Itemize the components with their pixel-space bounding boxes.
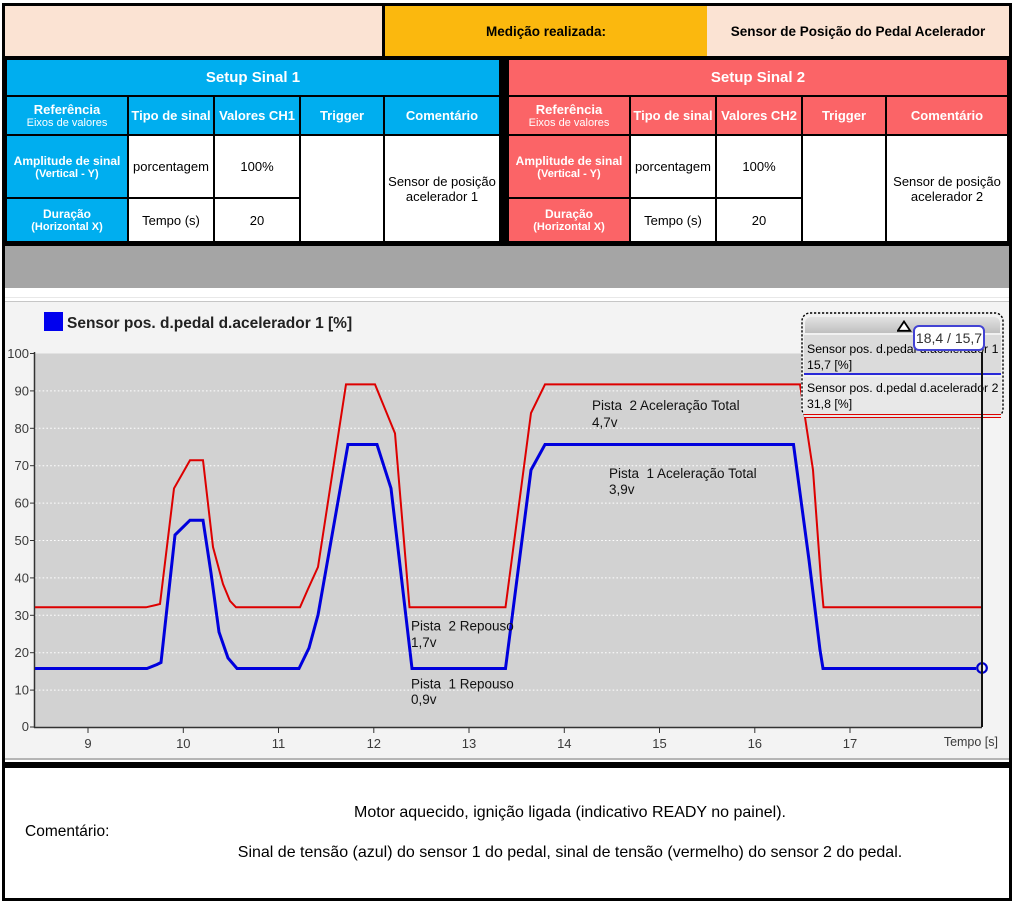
svg-text:90: 90 xyxy=(15,383,29,398)
svg-text:17: 17 xyxy=(843,736,857,751)
svg-text:30: 30 xyxy=(15,608,29,623)
svg-text:Sensor pos. d.pedal d.acelerad: Sensor pos. d.pedal d.acelerador 1 [%] xyxy=(67,315,352,332)
svg-text:9: 9 xyxy=(84,736,91,751)
svg-text:80: 80 xyxy=(15,421,29,436)
svg-text:10: 10 xyxy=(176,736,190,751)
svg-text:60: 60 xyxy=(15,496,29,511)
svg-text:1,7v: 1,7v xyxy=(411,635,437,650)
svg-text:Pista 2 Aceleração Total: Pista 2 Aceleração Total xyxy=(592,398,740,413)
svg-text:4,7v: 4,7v xyxy=(592,415,618,430)
svg-text:50: 50 xyxy=(15,533,29,548)
svg-text:10: 10 xyxy=(15,683,29,698)
svg-text:20: 20 xyxy=(15,645,29,660)
svg-text:16: 16 xyxy=(748,736,762,751)
svg-text:11: 11 xyxy=(272,736,286,751)
svg-text:Pista 1 Repouso: Pista 1 Repouso xyxy=(411,677,514,692)
svg-text:14: 14 xyxy=(557,736,571,751)
svg-text:0,9v: 0,9v xyxy=(411,692,437,707)
svg-text:12: 12 xyxy=(367,736,381,751)
svg-text:15: 15 xyxy=(652,736,666,751)
svg-text:Pista 2 Repouso: Pista 2 Repouso xyxy=(411,619,514,634)
svg-text:Tempo [s]: Tempo [s] xyxy=(944,735,998,749)
svg-text:Pista 1 Aceleração Total: Pista 1 Aceleração Total xyxy=(609,466,757,481)
svg-text:3,9v: 3,9v xyxy=(609,482,635,497)
svg-text:0: 0 xyxy=(22,719,29,734)
svg-text:40: 40 xyxy=(15,570,29,585)
svg-text:70: 70 xyxy=(15,458,29,473)
svg-text:100: 100 xyxy=(7,346,29,361)
svg-text:13: 13 xyxy=(462,736,476,751)
